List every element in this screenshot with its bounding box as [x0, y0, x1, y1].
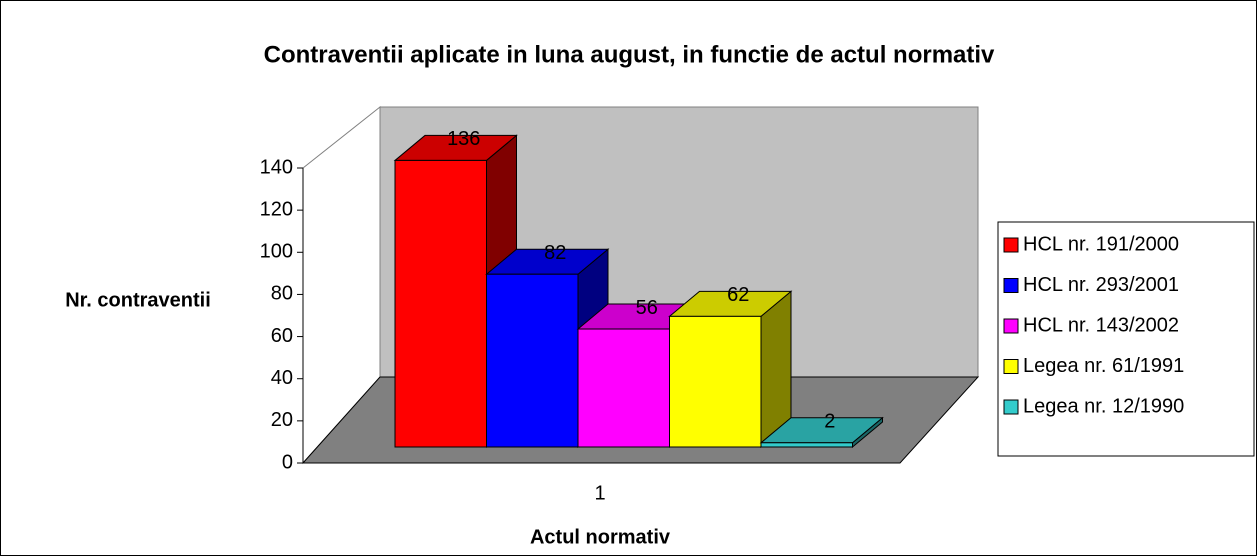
- bar: [577, 328, 670, 448]
- y-tick-label: 20: [271, 409, 293, 431]
- legend-swatch: [1003, 278, 1019, 293]
- legend-label: Legea nr. 12/1990: [1023, 395, 1184, 417]
- legend-swatch: [1003, 399, 1019, 415]
- legend-swatch: [1003, 318, 1019, 334]
- legend-swatch: [1003, 237, 1019, 253]
- data-label: 82: [544, 242, 566, 264]
- y-tick-label: 140: [260, 156, 293, 178]
- y-tick-label: 120: [260, 198, 293, 220]
- bar: [394, 159, 487, 448]
- chart-title: Contraventii aplicate in luna august, in…: [264, 41, 995, 68]
- legend-label: Legea nr. 61/1991: [1023, 355, 1184, 377]
- y-tick-label: 80: [271, 283, 293, 305]
- data-label: 2: [824, 411, 835, 433]
- legend-swatch: [1003, 359, 1019, 374]
- y-axis-label: Nr. contraventii: [65, 289, 211, 311]
- y-tick-label: 0: [282, 451, 293, 473]
- legend-box: [997, 221, 1255, 457]
- x-axis-label: Actul normativ: [530, 526, 671, 548]
- legend-label: HCL nr. 293/2001: [1023, 274, 1179, 296]
- data-label: 136: [447, 128, 480, 150]
- y-tick-label: 60: [271, 325, 293, 347]
- bar: [486, 273, 579, 448]
- legend-label: HCL nr. 191/2000: [1023, 233, 1179, 255]
- legend-label: HCL nr. 143/2002: [1023, 314, 1179, 336]
- data-label: 56: [636, 297, 658, 319]
- bar: [669, 315, 762, 448]
- y-tick-label: 40: [271, 367, 293, 389]
- y-tick-label: 100: [260, 241, 293, 263]
- data-label: 62: [727, 284, 749, 306]
- bar: [760, 442, 853, 448]
- x-tick-label: 1: [594, 482, 605, 504]
